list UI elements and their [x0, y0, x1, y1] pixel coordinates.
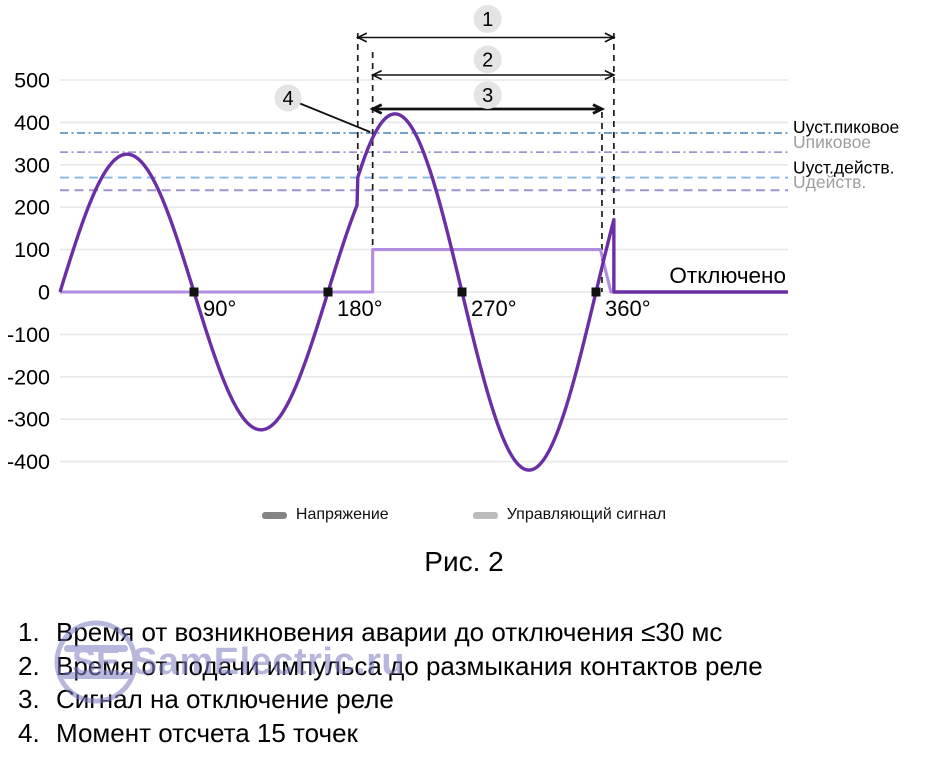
arrowhead [604, 32, 616, 43]
waveform-chart: 500 400 300 200 100 0 -100 -200 -300 -400 Uуст.пик… [7, 5, 899, 474]
number-badge [473, 81, 502, 109]
arrowhead [369, 103, 383, 115]
y-axis-tick-label: 200 [14, 196, 50, 220]
y-axis-tick-label: 0 [38, 281, 50, 305]
notes-list: 1. Время от возникновения аварии до отклю… [14, 616, 914, 750]
y-axis-tick-label: -400 [7, 450, 50, 474]
badge-number: 3 [482, 85, 493, 107]
number-badge [473, 45, 502, 74]
x-axis-degree-label: 180° [337, 296, 383, 321]
callout-pointer-line [299, 102, 371, 133]
threshold-label: Uуст.действ. [793, 158, 895, 178]
phase-marker [189, 287, 199, 297]
legend-item: Напряжение [261, 506, 389, 524]
threshold-label: Uпиковое [793, 132, 871, 152]
number-badge [473, 5, 502, 33]
arrowhead [604, 69, 616, 81]
arrowhead [370, 69, 383, 81]
arrowhead [592, 103, 606, 115]
badge-number: 2 [482, 50, 493, 72]
note-number: 1. [18, 617, 40, 647]
y-axis-tick-label: 400 [14, 111, 50, 135]
y-axis-tick-label: -100 [7, 323, 50, 347]
note-item: 2. Время от подачи импульса до размыкания… [14, 650, 914, 684]
note-text: Момент отсчета 15 точек [56, 717, 358, 748]
arrowhead [355, 32, 368, 43]
note-item: 4. Момент отсчета 15 точек [14, 717, 914, 751]
y-axis-tick-label: -300 [7, 408, 50, 432]
note-number: 3. [18, 684, 40, 714]
y-axis-tick-label: 500 [14, 69, 50, 93]
note-number: 2. [18, 650, 40, 681]
note-item: 3. Сигнал на отключение реле [14, 683, 914, 717]
legend-swatch [261, 511, 287, 519]
x-axis-degree-label: 90° [203, 296, 236, 321]
note-item: 1. Время от возникновения аварии до отклю… [14, 616, 914, 650]
note-number: 4. [18, 717, 40, 748]
voltage-line [58, 112, 788, 472]
y-axis-tick-label: -200 [7, 365, 50, 389]
threshold-label: Uдейств. [793, 172, 866, 192]
phase-marker [323, 287, 333, 297]
disconnected-label: Отключено [669, 263, 786, 288]
phase-marker [457, 287, 467, 297]
figure-caption: Рис. 2 [424, 546, 504, 577]
legend-swatch [472, 511, 498, 519]
note-text: Сигнал на отключение реле [56, 684, 394, 714]
note-text: Время от возникновения аварии до отключе… [56, 617, 723, 647]
y-axis-tick-label: 300 [14, 153, 50, 177]
y-axis-tick-label: 100 [14, 238, 50, 262]
x-axis-degree-label: 270° [471, 296, 517, 321]
x-axis-degree-label: 360° [605, 296, 651, 321]
badge-number: 4 [282, 88, 293, 110]
legend-label: Напряжение [295, 506, 389, 523]
note-text: Время от подачи импульса до размыкания к… [56, 650, 763, 681]
threshold-label: Uуст.пиковое [793, 117, 899, 137]
number-badge [274, 84, 302, 112]
phase-marker [591, 287, 601, 297]
chart-legend: Напряжение Управляющий сигнал [0, 506, 928, 524]
badge-number: 1 [482, 9, 493, 31]
legend-item: Управляющий сигнал [472, 506, 667, 524]
legend-label: Управляющий сигнал [506, 506, 667, 523]
